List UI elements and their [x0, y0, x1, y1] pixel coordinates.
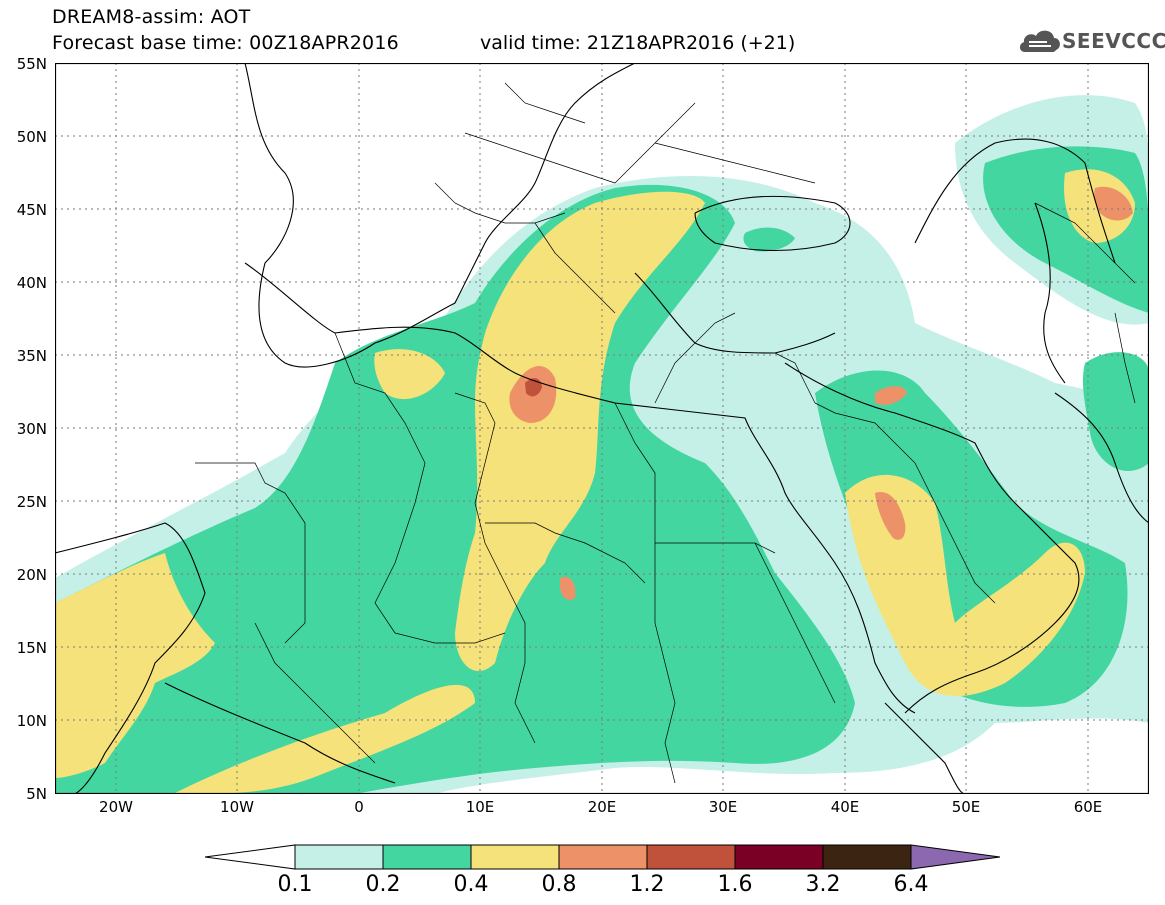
colorbar-label: 0.8 [541, 872, 577, 897]
colorbar-segment [646, 844, 736, 870]
lon-label: 50E [951, 798, 981, 816]
forecast-base-time: Forecast base time: 00Z18APR2016 [52, 32, 399, 54]
colorbar-segment [558, 844, 648, 870]
lat-label: 30N [16, 420, 47, 438]
lat-label: 20N [16, 566, 47, 584]
colorbar-segment-over [910, 844, 1000, 870]
map-frame [55, 63, 1149, 794]
colorbar-segment [294, 844, 384, 870]
lat-label: 40N [16, 274, 47, 292]
valid-time: valid time: 21Z18APR2016 (+21) [480, 32, 796, 54]
colorbar-segment [470, 844, 560, 870]
lat-label: 10N [16, 712, 47, 730]
colorbar-label: 3.2 [805, 872, 841, 897]
colorbar-label: 1.6 [717, 872, 753, 897]
lon-label: 10E [465, 798, 495, 816]
logo-text: SEEVCCC [1062, 29, 1165, 53]
colorbar-segment-under [205, 844, 296, 870]
lat-label: 5N [26, 785, 47, 803]
aot-map [55, 63, 1149, 794]
colorbar [205, 844, 1000, 870]
colorbar-label: 0.4 [453, 872, 489, 897]
colorbar-segment [734, 844, 824, 870]
lat-label: 15N [16, 639, 47, 657]
lon-label: 0 [354, 798, 364, 816]
colorbar-label: 0.2 [365, 872, 401, 897]
lat-label: 45N [16, 201, 47, 219]
lon-label: 30E [708, 798, 738, 816]
lon-label: 40E [830, 798, 860, 816]
colorbar-label: 6.4 [893, 872, 929, 897]
map-title: DREAM8-assim: AOT [52, 6, 251, 28]
lat-label: 25N [16, 493, 47, 511]
coastlines [55, 63, 1149, 794]
lat-label: 55N [16, 55, 47, 73]
colorbar-label: 1.2 [629, 872, 665, 897]
lon-label: 60E [1073, 798, 1103, 816]
lon-label: 20E [587, 798, 617, 816]
aot-level-5 [525, 378, 542, 397]
cloud-logo-icon [1019, 30, 1060, 52]
country-borders [195, 82, 1136, 784]
lat-label: 50N [16, 128, 47, 146]
colorbar-label: 0.1 [277, 872, 313, 897]
colorbar-segment [822, 844, 912, 870]
lon-label: 20W [99, 798, 133, 816]
colorbar-segment [382, 844, 472, 870]
lon-label: 10W [220, 798, 254, 816]
lat-label: 35N [16, 347, 47, 365]
map-grid [55, 63, 1149, 794]
